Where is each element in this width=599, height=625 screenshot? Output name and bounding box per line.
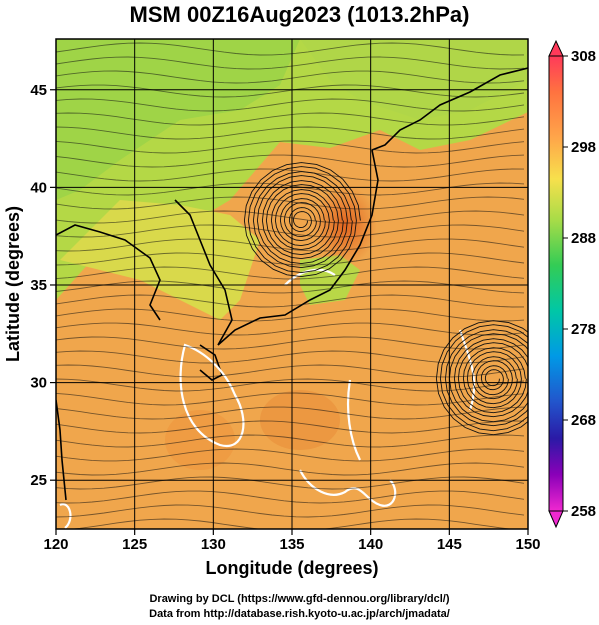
streamline-swirl (471, 356, 517, 400)
streamline (56, 504, 525, 518)
y-tick-label: 35 (30, 277, 47, 294)
streamline (56, 56, 525, 70)
streamline (56, 308, 525, 322)
streamline (56, 168, 525, 182)
streamline (56, 196, 525, 210)
streamline (56, 476, 525, 490)
streamline-layer (56, 42, 528, 529)
streamline (56, 364, 525, 378)
y-tick-label: 40 (30, 179, 47, 196)
streamline (56, 98, 525, 112)
streamline (56, 490, 525, 504)
streamline (56, 322, 525, 336)
colorbar-scale (548, 55, 564, 512)
streamline (56, 448, 525, 462)
streamline (56, 252, 525, 266)
streamline (56, 406, 525, 420)
streamline (56, 420, 525, 434)
x-tick-label: 130 (201, 536, 226, 553)
colorbar-label: 268 (571, 412, 596, 429)
streamline (56, 350, 525, 364)
y-tick-label: 30 (30, 375, 47, 392)
x-tick-label: 135 (279, 536, 304, 553)
streamline (56, 224, 525, 238)
lat-lon-grid (56, 39, 528, 529)
colorbar-bottom-triangle (548, 510, 564, 529)
streamline-swirl (435, 320, 528, 436)
streamline (56, 434, 525, 448)
latitude-ticks: 25 30 35 40 45 (30, 82, 56, 489)
streamline (56, 336, 525, 350)
streamline (56, 70, 525, 84)
colorbar: 308 298 288 278 268 258 (548, 39, 596, 529)
y-axis-label: Latitude (degrees) (3, 206, 23, 362)
streamline (56, 84, 525, 98)
y-tick-label: 25 (30, 472, 47, 489)
x-tick-label: 145 (437, 536, 462, 553)
colorbar-top-triangle (548, 39, 564, 57)
streamline (69, 518, 514, 529)
streamline (56, 140, 525, 154)
x-axis-label: Longitude (degrees) (205, 558, 378, 578)
streamline (56, 210, 525, 224)
isobar-contour (59, 268, 476, 529)
streamline (56, 378, 525, 392)
colorbar-label: 298 (571, 139, 596, 156)
streamline-swirl (270, 189, 334, 251)
streamline (56, 126, 525, 140)
x-tick-label: 140 (358, 536, 383, 553)
x-tick-label: 120 (43, 536, 68, 553)
colorbar-label: 288 (571, 230, 596, 247)
streamline-swirl (243, 162, 361, 278)
streamline (56, 266, 525, 280)
x-tick-label: 150 (515, 536, 540, 553)
streamline-swirl (444, 329, 528, 427)
streamline (56, 462, 525, 476)
streamline-swirl (252, 171, 352, 269)
streamline-swirl (261, 180, 343, 260)
streamline (56, 392, 525, 406)
streamline (56, 182, 525, 196)
x-tick-label: 125 (122, 536, 147, 553)
streamline (56, 42, 525, 56)
colorbar-label: 258 (571, 503, 596, 520)
y-tick-label: 45 (30, 82, 47, 99)
colorbar-label: 278 (571, 321, 596, 338)
longitude-ticks: 120 125 130 135 140 145 150 (43, 529, 541, 553)
streamline-swirl (480, 365, 508, 391)
credit-drawing: Drawing by DCL (https://www.gfd-dennou.o… (149, 593, 450, 605)
colorbar-label: 308 (571, 48, 596, 65)
credit-data: Data from http://database.rish.kyoto-u.a… (149, 608, 450, 620)
map-title: MSM 00Z16Aug2023 (1013.2hPa) (129, 2, 470, 27)
streamline (56, 294, 525, 308)
streamline (56, 280, 525, 294)
streamline-swirl (453, 338, 528, 418)
streamline-swirl (462, 347, 526, 409)
streamline (56, 154, 525, 168)
streamline (56, 238, 525, 252)
streamline (56, 112, 525, 126)
